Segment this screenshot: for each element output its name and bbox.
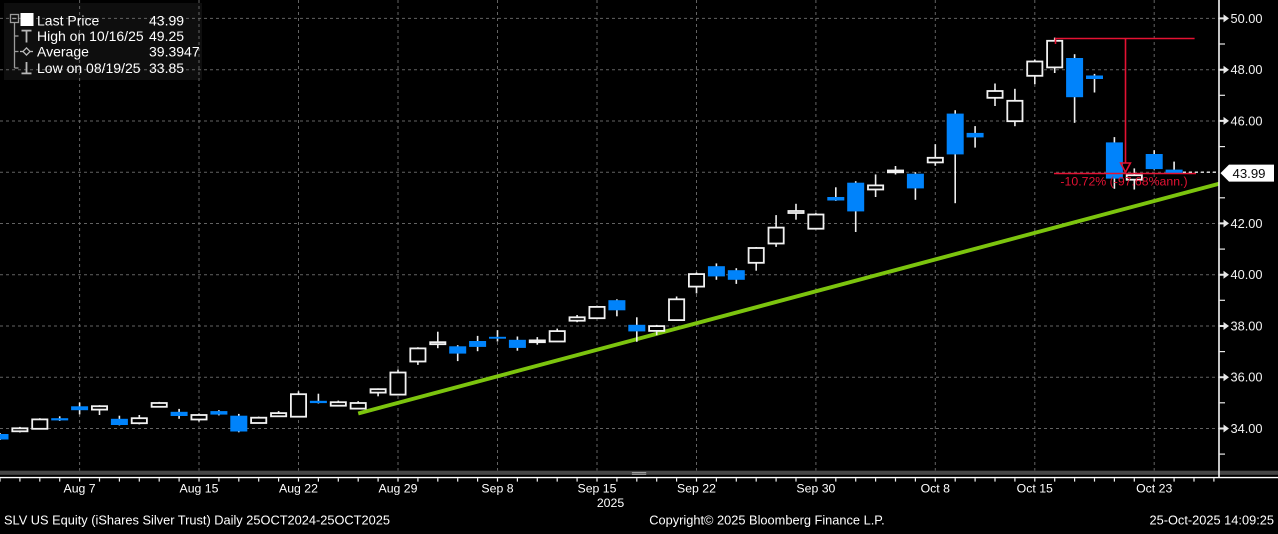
svg-text:Sep 8: Sep 8 bbox=[481, 482, 513, 496]
svg-text:Oct 8: Oct 8 bbox=[921, 482, 951, 496]
svg-text:Sep 22: Sep 22 bbox=[677, 482, 716, 496]
svg-text:34.00: 34.00 bbox=[1231, 421, 1263, 436]
svg-text:43.99: 43.99 bbox=[1233, 166, 1266, 181]
svg-text:36.00: 36.00 bbox=[1231, 370, 1263, 385]
svg-text:Low on 08/19/25: Low on 08/19/25 bbox=[37, 60, 141, 76]
svg-text:-10.72% (-97.68%ann.): -10.72% (-97.68%ann.) bbox=[1060, 174, 1187, 188]
svg-text:Last Price: Last Price bbox=[37, 13, 99, 29]
svg-text:SLV US Equity (iShares Silver: SLV US Equity (iShares Silver Trust) Dai… bbox=[4, 513, 390, 528]
svg-text:High on 10/16/25: High on 10/16/25 bbox=[37, 28, 144, 44]
svg-text:42.00: 42.00 bbox=[1231, 216, 1263, 231]
svg-text:39.3947: 39.3947 bbox=[149, 44, 200, 60]
svg-text:33.85: 33.85 bbox=[149, 60, 184, 76]
svg-text:Aug 15: Aug 15 bbox=[180, 482, 219, 496]
svg-text:50.00: 50.00 bbox=[1231, 11, 1263, 26]
svg-text:Aug 29: Aug 29 bbox=[379, 482, 418, 496]
svg-text:Sep 30: Sep 30 bbox=[796, 482, 835, 496]
svg-text:46.00: 46.00 bbox=[1231, 113, 1263, 128]
svg-text:Copyright© 2025 Bloomberg Fina: Copyright© 2025 Bloomberg Finance L.P. bbox=[649, 513, 884, 528]
svg-text:38.00: 38.00 bbox=[1231, 319, 1263, 334]
svg-text:43.99: 43.99 bbox=[149, 13, 184, 29]
svg-text:48.00: 48.00 bbox=[1231, 62, 1263, 77]
svg-text:25-Oct-2025 14:09:25: 25-Oct-2025 14:09:25 bbox=[1149, 513, 1274, 528]
svg-text:40.00: 40.00 bbox=[1231, 267, 1263, 282]
svg-text:2025: 2025 bbox=[597, 496, 625, 510]
svg-text:Aug 22: Aug 22 bbox=[279, 482, 318, 496]
svg-text:49.25: 49.25 bbox=[149, 28, 184, 44]
svg-text:Sep 15: Sep 15 bbox=[578, 482, 617, 496]
svg-text:Average: Average bbox=[37, 44, 89, 60]
svg-text:Aug 7: Aug 7 bbox=[64, 482, 96, 496]
svg-text:Oct 15: Oct 15 bbox=[1017, 482, 1053, 496]
svg-text:Oct 23: Oct 23 bbox=[1136, 482, 1172, 496]
